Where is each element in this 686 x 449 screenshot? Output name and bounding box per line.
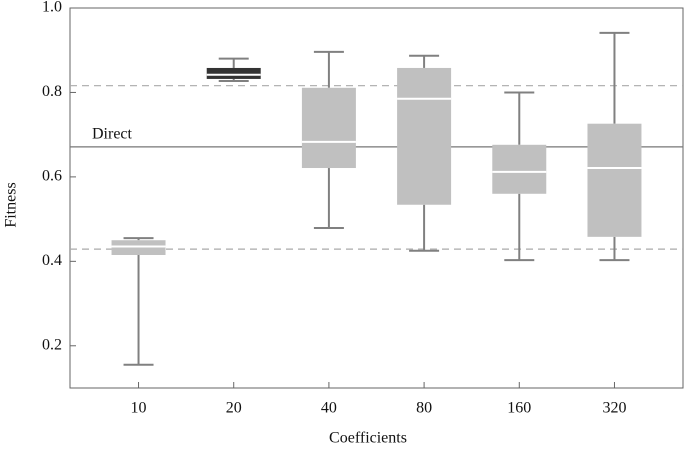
box	[111, 240, 166, 255]
x-tick-label: 10	[131, 400, 147, 417]
y-tick-label: 0.6	[42, 168, 62, 185]
box	[301, 87, 356, 169]
y-tick-label: 0.4	[42, 252, 62, 269]
x-tick-label: 20	[226, 400, 242, 417]
reference-label: Direct	[92, 126, 133, 143]
x-tick-label: 320	[602, 400, 626, 417]
x-tick-label: 40	[321, 400, 337, 417]
plot-frame	[69, 7, 684, 389]
y-axis-label: Fitness	[3, 182, 20, 227]
x-axis-label: Coefficients	[329, 430, 407, 447]
box	[397, 67, 452, 205]
x-tick-label: 160	[507, 400, 531, 417]
y-tick-label: 0.8	[42, 83, 62, 100]
y-tick-label: 1.0	[42, 0, 62, 16]
box	[492, 144, 547, 194]
y-tick-label: 0.2	[42, 336, 62, 353]
box	[587, 123, 642, 237]
box	[206, 67, 261, 79]
x-tick-label: 80	[416, 400, 432, 417]
